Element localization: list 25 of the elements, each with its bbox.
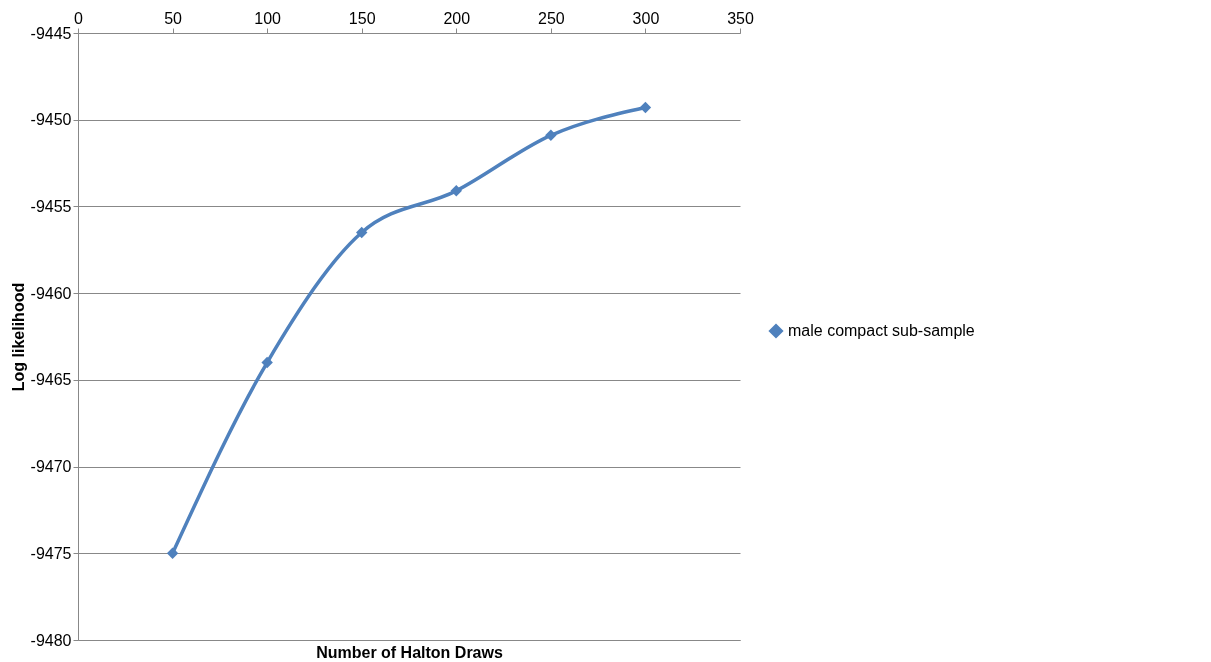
x-tick-label: 350 <box>727 9 754 27</box>
x-tick-label: 100 <box>254 9 282 27</box>
y-tick-label: -9445 <box>30 24 72 42</box>
point <box>261 356 273 369</box>
point <box>450 185 462 197</box>
x-tick-label: 300 <box>632 9 660 27</box>
y-tick-label: -9470 <box>30 458 72 476</box>
x-tick-label: 150 <box>348 9 376 27</box>
x-tick-label: 0 <box>74 9 84 27</box>
x-tick-label: 50 <box>164 9 183 27</box>
y-tick-label: -9465 <box>30 371 72 389</box>
y-tick-label: -9455 <box>30 197 72 215</box>
y-tick-label: -9460 <box>30 284 72 302</box>
point <box>639 101 652 114</box>
y-tick-label: -9475 <box>30 544 72 562</box>
y-axis-title: Log likelihood <box>9 282 27 392</box>
point <box>356 226 368 239</box>
x-tick-label: 200 <box>443 9 471 27</box>
y-tick-label: -9450 <box>30 111 72 129</box>
x-tick-label: 250 <box>538 9 565 27</box>
legend-label: male compact sub-sample <box>788 322 975 339</box>
point <box>545 129 557 142</box>
point <box>166 547 179 559</box>
y-tick-label: -9480 <box>30 631 72 649</box>
x-axis-title: Number of Halton Draws <box>316 643 503 661</box>
